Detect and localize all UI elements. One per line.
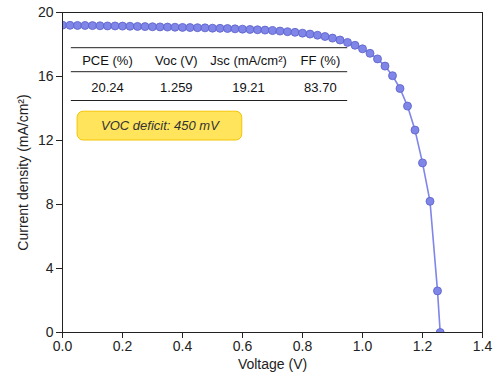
svg-text:0.8: 0.8 <box>293 338 313 354</box>
svg-text:PCE (%): PCE (%) <box>82 53 133 68</box>
svg-text:1.4: 1.4 <box>473 338 493 354</box>
svg-text:20: 20 <box>38 4 54 20</box>
svg-text:8: 8 <box>46 196 54 212</box>
svg-text:1.259: 1.259 <box>160 80 193 95</box>
svg-text:20.24: 20.24 <box>91 80 124 95</box>
svg-text:Current density (mA/cm²): Current density (mA/cm²) <box>15 94 31 250</box>
svg-text:0.0: 0.0 <box>53 338 73 354</box>
svg-text:Voltage (V): Voltage (V) <box>238 356 307 372</box>
svg-text:1.0: 1.0 <box>353 338 373 354</box>
svg-text:19.21: 19.21 <box>232 80 265 95</box>
svg-text:0.2: 0.2 <box>113 338 133 354</box>
svg-text:1.2: 1.2 <box>413 338 433 354</box>
svg-text:0.6: 0.6 <box>233 338 253 354</box>
svg-text:0.4: 0.4 <box>173 338 193 354</box>
svg-text:0: 0 <box>46 324 54 340</box>
svg-text:12: 12 <box>38 132 54 148</box>
svg-text:Voc (V): Voc (V) <box>155 53 198 68</box>
svg-text:VOC deficit: 450 mV: VOC deficit: 450 mV <box>101 118 220 133</box>
svg-text:16: 16 <box>38 68 54 84</box>
svg-text:83.70: 83.70 <box>304 80 337 95</box>
svg-text:4: 4 <box>46 260 54 276</box>
svg-text:Jsc (mA/cm²): Jsc (mA/cm²) <box>210 53 287 68</box>
svg-text:FF (%): FF (%) <box>301 53 341 68</box>
